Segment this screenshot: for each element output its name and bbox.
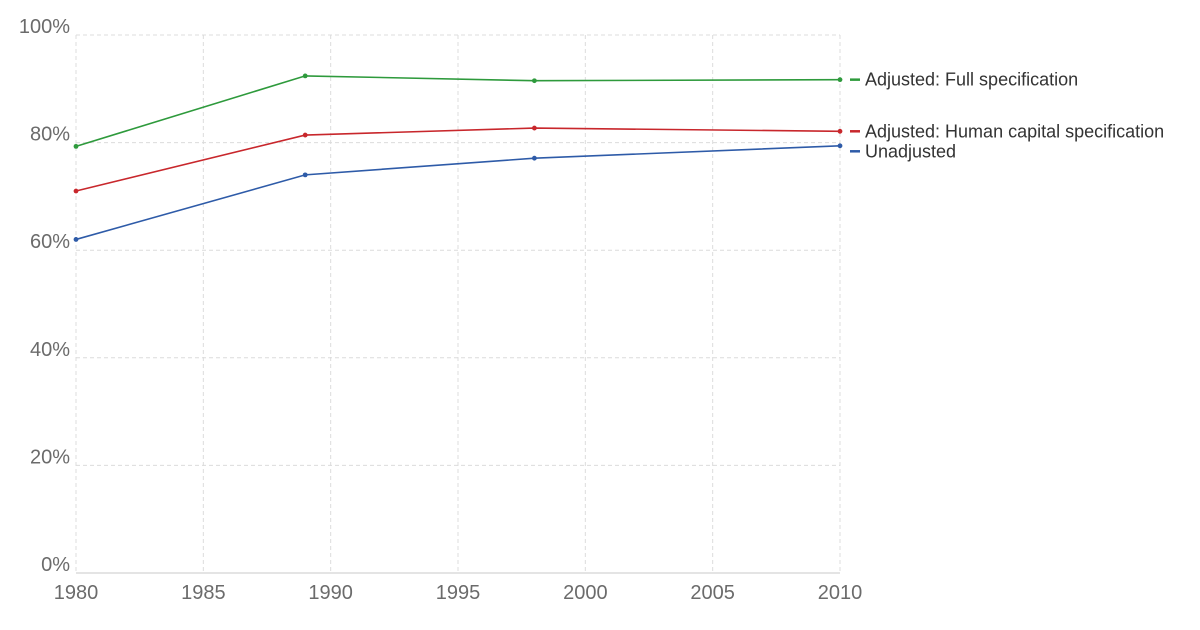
grid (75, 34, 841, 573)
x-tick-label: 2000 (563, 582, 608, 604)
legend-item: Adjusted: Full specification (850, 70, 1078, 90)
series-line (75, 75, 841, 148)
y-axis-tick-labels: 0% 20% 40% 60% 80% 100% (19, 16, 70, 576)
series-line (75, 127, 841, 192)
x-tick-label: 1995 (436, 582, 481, 604)
x-axis-tick-labels: 1980 1985 1990 1995 2000 2005 2010 (54, 582, 863, 604)
x-tick-label: 1990 (308, 582, 353, 604)
y-tick-label: 20% (30, 446, 70, 468)
x-tick-label: 1980 (54, 582, 99, 604)
data-point (302, 172, 308, 178)
legend-item: Adjusted: Human capital specification (850, 121, 1164, 141)
y-tick-label: 80% (30, 124, 70, 146)
y-tick-label: 60% (30, 231, 70, 253)
data-point (73, 188, 79, 194)
legend-label: Adjusted: Full specification (865, 70, 1078, 90)
y-tick-label: 100% (19, 16, 70, 38)
series-1 (73, 125, 843, 194)
legend: Adjusted: Full specification Adjusted: Hu… (850, 70, 1164, 161)
series-2 (73, 143, 843, 242)
x-tick-label: 1985 (181, 582, 226, 604)
x-tick-label: 2010 (818, 582, 863, 604)
data-point (302, 73, 308, 79)
data-point (73, 237, 79, 242)
data-point (532, 155, 537, 161)
series-lines (73, 73, 843, 242)
y-tick-label: 0% (41, 554, 70, 576)
series-0 (73, 73, 843, 149)
data-point (532, 125, 537, 131)
data-point (302, 132, 308, 138)
x-tick-label: 2005 (690, 582, 735, 604)
data-point (532, 78, 537, 84)
series-line (75, 145, 841, 241)
legend-label: Unadjusted (865, 141, 956, 161)
data-point (837, 77, 843, 83)
legend-item: Unadjusted (850, 141, 956, 161)
data-point (73, 143, 79, 149)
data-point (837, 128, 843, 134)
data-point (837, 143, 843, 149)
y-tick-label: 40% (30, 339, 70, 361)
legend-label: Adjusted: Human capital specification (865, 121, 1164, 141)
